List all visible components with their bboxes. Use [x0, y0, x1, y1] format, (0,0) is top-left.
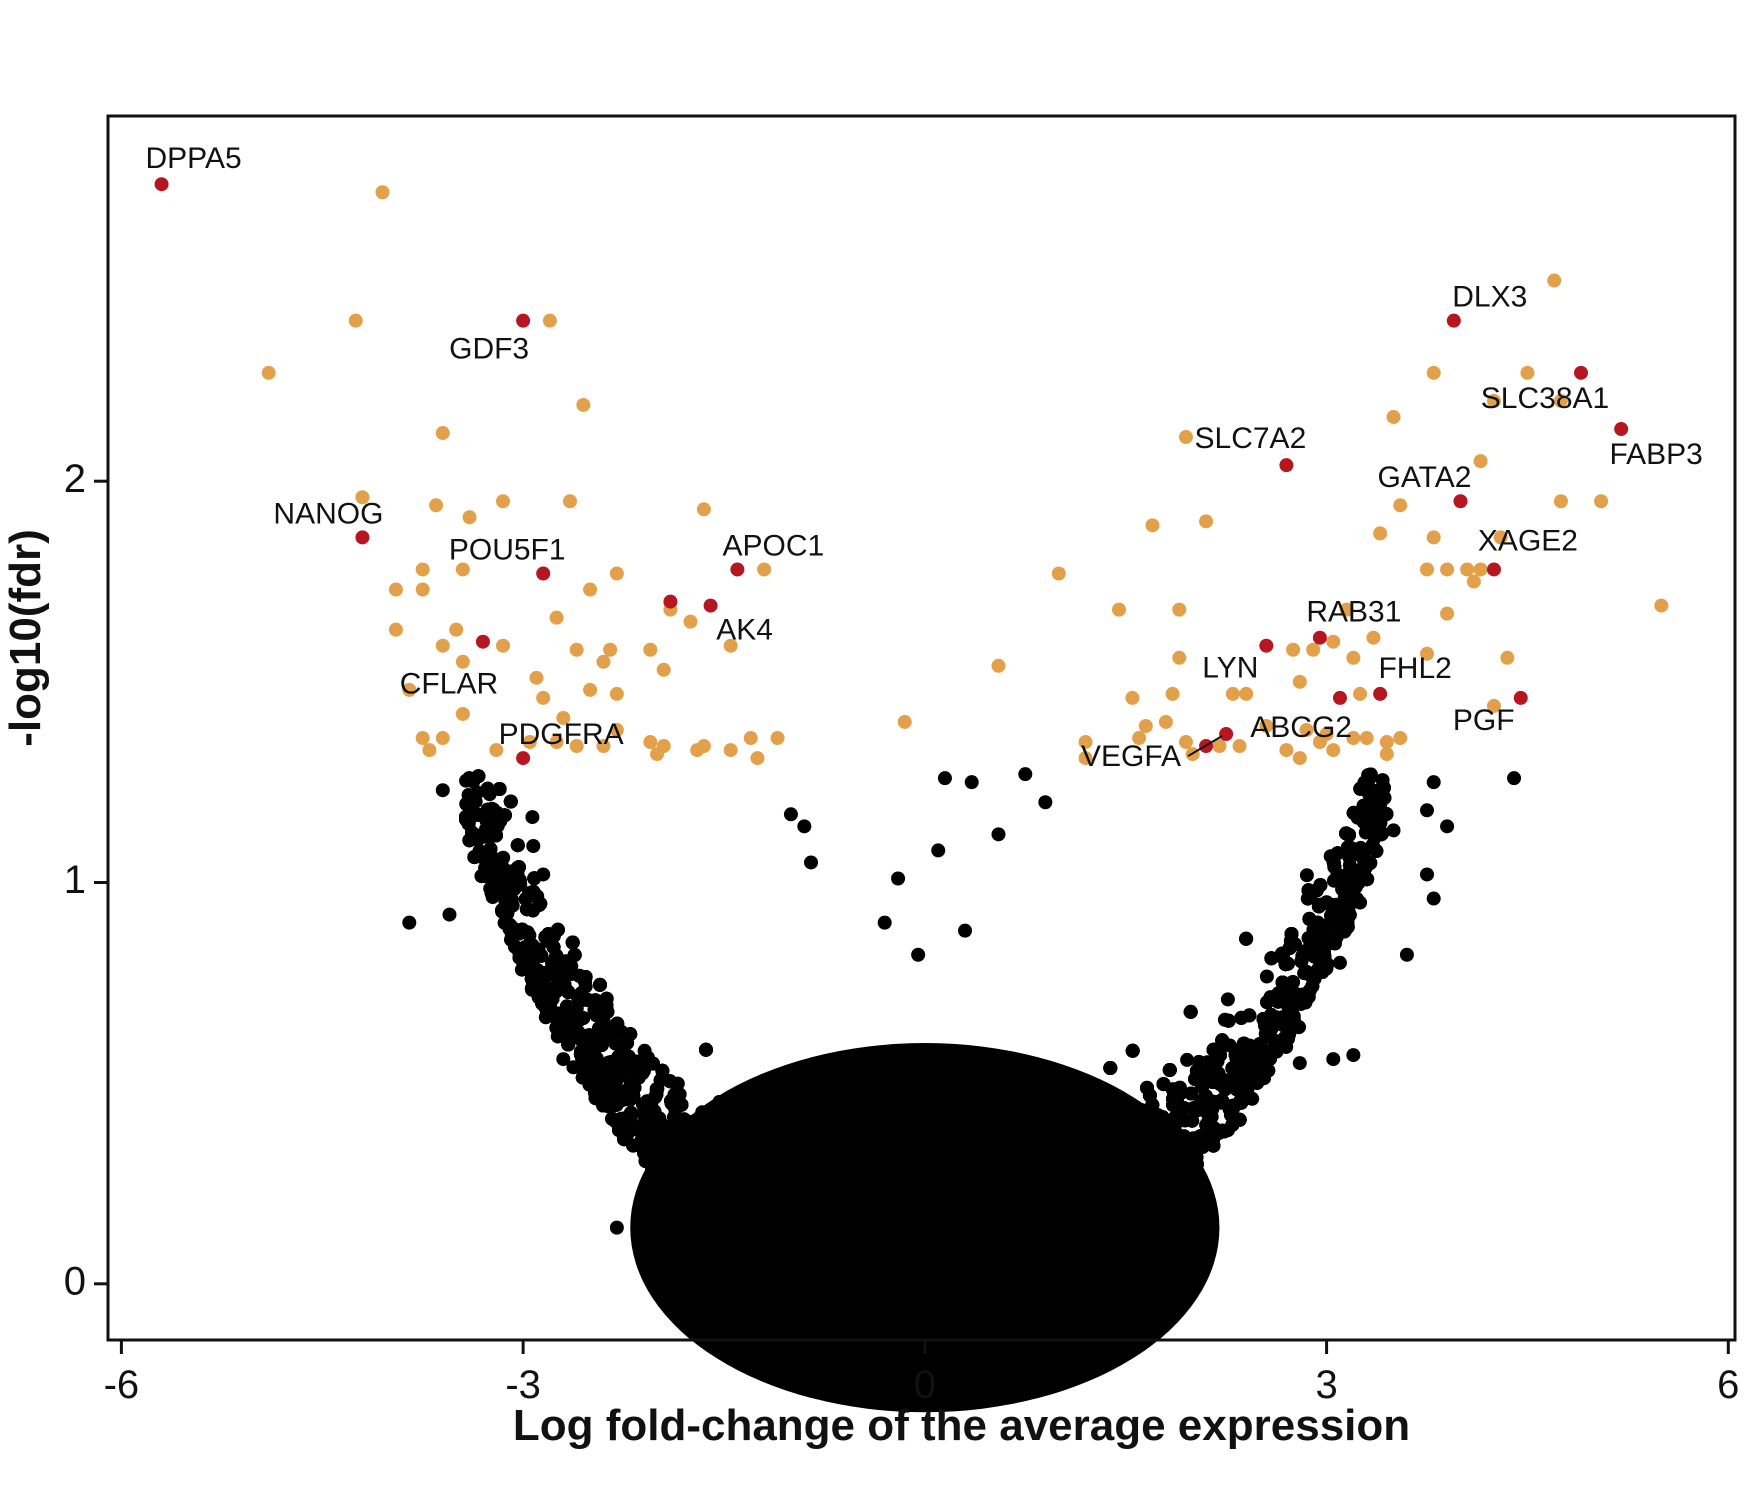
background-point [525, 810, 540, 825]
background-point [1180, 1052, 1195, 1067]
background-point [1220, 992, 1235, 1007]
background-point [1299, 868, 1314, 883]
background-point [526, 839, 541, 853]
background-point [1259, 969, 1274, 984]
dense-point-cloud [459, 767, 1394, 1413]
